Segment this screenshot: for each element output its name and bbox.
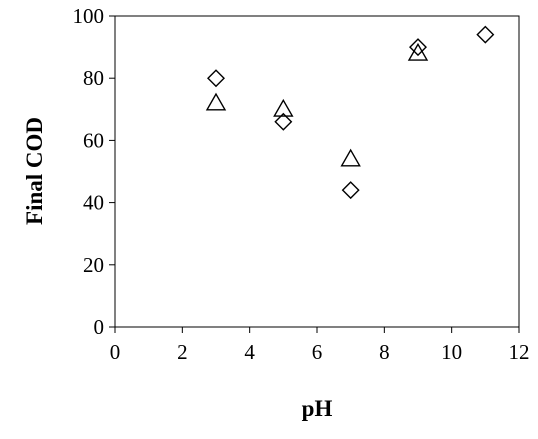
triangle-point [273, 98, 294, 117]
x-tick-label: 10 [441, 340, 462, 364]
diamond-point [274, 112, 293, 131]
x-tick-label: 0 [110, 340, 121, 364]
x-tick-label: 8 [379, 340, 390, 364]
diamond-point [409, 38, 427, 57]
diamond-point [476, 25, 495, 44]
x-axis-title: pH [302, 396, 333, 421]
diamond-point [207, 69, 225, 88]
triangle-point [205, 92, 227, 111]
triangle-point [407, 42, 429, 61]
x-tick-label: 12 [509, 340, 530, 364]
y-tick-label: 80 [83, 66, 104, 90]
y-axis-ticks: 0 20 40 60 80 100 [73, 4, 115, 339]
x-axis-ticks: 0 2 4 6 8 10 12 [110, 327, 530, 364]
y-axis-title: Final COD [22, 117, 47, 225]
y-tick-label: 0 [94, 315, 105, 339]
x-tick-label: 6 [312, 340, 323, 364]
x-tick-label: 4 [244, 340, 255, 364]
y-tick-label: 100 [73, 4, 105, 28]
data-points [205, 25, 495, 200]
diamond-point [341, 181, 360, 200]
x-tick-label: 2 [177, 340, 188, 364]
y-tick-label: 60 [83, 128, 104, 152]
plot-area [114, 15, 520, 328]
y-tick-label: 40 [83, 191, 104, 215]
triangle-point [340, 148, 361, 167]
y-tick-label: 20 [83, 253, 104, 277]
